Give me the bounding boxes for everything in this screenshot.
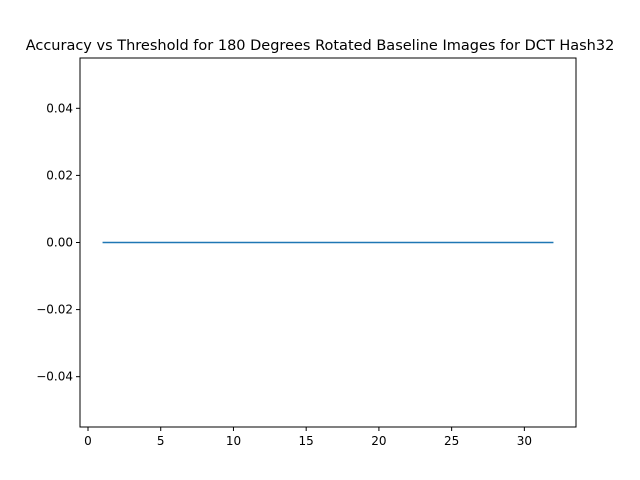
y-tick-label: 0.04 xyxy=(46,101,73,115)
y-tick-label: −0.02 xyxy=(36,303,73,317)
y-tick-label: −0.04 xyxy=(36,370,73,384)
x-tick-label: 0 xyxy=(84,434,92,448)
x-tick-label: 15 xyxy=(299,434,314,448)
y-axis: 0.04 0.02 0.00 −0.02 −0.04 xyxy=(36,101,80,384)
x-tick-label: 5 xyxy=(157,434,165,448)
x-axis: 0 5 10 15 20 25 30 xyxy=(84,427,532,448)
chart-title: Accuracy vs Threshold for 180 Degrees Ro… xyxy=(26,38,615,54)
y-tick-label: 0.00 xyxy=(46,236,73,250)
y-tick-label: 0.02 xyxy=(46,168,73,182)
x-tick-label: 30 xyxy=(517,434,532,448)
x-tick-label: 25 xyxy=(444,434,459,448)
x-tick-label: 10 xyxy=(226,434,241,448)
x-tick-label: 20 xyxy=(371,434,386,448)
